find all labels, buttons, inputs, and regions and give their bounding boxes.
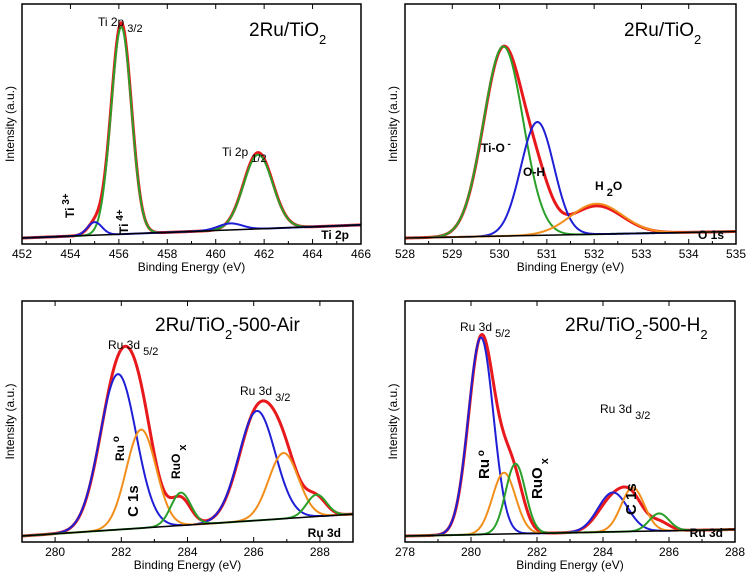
annotation-ru0: Ru o: [476, 450, 494, 479]
series-ti-o-line: [404, 45, 737, 239]
chart-panel-2: 528 529 530 531 532 533 534 535 Binding Energy (…: [386, 3, 746, 274]
x-tick-label: 284: [593, 545, 613, 559]
annotation-c1s: C 1s: [623, 483, 640, 515]
annotation-ru32: Ru 3d 5/2: [108, 338, 158, 358]
x-tick-label: 529: [442, 247, 462, 261]
background-line: [404, 528, 736, 537]
x-tick-label: 528: [395, 247, 415, 261]
y-axis-label: Intensity (a.u.): [386, 86, 400, 162]
annotation-ti2p12: Ti 2p 1/2: [222, 145, 267, 165]
x-tick-label: 534: [679, 247, 699, 261]
x-axis-label: Binding Energy (eV): [517, 260, 624, 274]
panel-title: 2Ru/TiO2: [249, 20, 326, 47]
background-line: [404, 230, 737, 239]
x-tick-label: 530: [490, 247, 510, 261]
y-axis-label: Intensity (a.u.): [386, 383, 400, 459]
series-envelope-line: [404, 44, 737, 240]
annotation-ru12: Ru 3d 3/2: [600, 402, 650, 422]
x-tick-label: 460: [206, 247, 226, 261]
corner-label: Ru 3d: [690, 526, 723, 540]
x-tick-label: 278: [395, 545, 415, 559]
y-axis-label: Intensity (a.u.): [3, 86, 17, 162]
corner-label: O 1s: [698, 228, 724, 242]
background-line: [21, 224, 362, 239]
chart-panel-3: 280 282 284 286 288 Binding Energy (eV) Intens…: [3, 300, 354, 572]
x-tick-label: 531: [537, 247, 557, 261]
annotation-ru0: Ru o: [111, 436, 128, 461]
annotation-ti2p32: Ti 2p 3/2: [98, 15, 143, 35]
x-tick-label: 456: [109, 247, 129, 261]
panel-title: 2Ru/TiO2: [624, 20, 701, 47]
corner-label: Ti 2p: [321, 228, 349, 242]
panel-title: 2Ru/TiO2-500-H2: [565, 315, 708, 342]
annotation-ti3: Ti 3+: [61, 193, 78, 218]
x-tick-label: 288: [725, 545, 745, 559]
corner-label: Ru 3d: [308, 526, 341, 540]
x-tick-label: 532: [584, 247, 604, 261]
series-envelope-line: [21, 21, 362, 240]
series-envelope-line: [404, 333, 736, 538]
x-tick-label: 284: [177, 545, 197, 559]
series-ti4--line: [21, 26, 362, 239]
x-axis-label: Binding Energy (eV): [138, 260, 245, 274]
annotation-ruox: RuO x: [169, 444, 189, 479]
x-tick-label: 464: [303, 247, 323, 261]
panel-title: 2Ru/TiO2-500-Air: [155, 315, 301, 342]
annotation-ru12: Ru 3d 3/2: [240, 384, 290, 404]
x-tick-label: 282: [111, 545, 131, 559]
x-tick-label: 286: [659, 545, 679, 559]
annotation-ru32: Ru 3d 5/2: [460, 320, 510, 340]
x-axis-label: Binding Energy (eV): [516, 558, 623, 572]
series-ruox-line: [404, 471, 736, 537]
chart-panel-1: 452 454 456 458 460 462 464 466 Binding Energy (…: [3, 3, 371, 274]
plot-frame: [404, 300, 736, 543]
annotation-ti4: Ti 4+: [115, 209, 132, 234]
series-c-1s-line: [404, 462, 736, 537]
x-tick-label: 452: [12, 247, 32, 261]
series-o-h-line: [404, 121, 737, 239]
series-ru0-line: [21, 373, 354, 537]
x-tick-label: 280: [45, 545, 65, 559]
x-tick-label: 280: [461, 545, 481, 559]
x-tick-label: 462: [254, 247, 274, 261]
background-line: [21, 513, 354, 537]
x-tick-label: 458: [157, 247, 177, 261]
series-ru0-line: [404, 336, 736, 537]
x-tick-label: 282: [527, 545, 547, 559]
annotation-ruox: RuO x: [529, 457, 551, 499]
x-tick-label: 286: [244, 545, 264, 559]
x-axis-label: Binding Energy (eV): [134, 558, 241, 572]
annotation-c1s: C 1s: [125, 485, 142, 517]
x-tick-label: 535: [726, 247, 746, 261]
y-axis-label: Intensity (a.u.): [3, 383, 17, 459]
x-tick-label: 454: [60, 247, 80, 261]
annotation-h2o: H 2O: [595, 179, 622, 199]
series-c-1s-line: [21, 491, 354, 537]
x-tick-label: 533: [631, 247, 651, 261]
x-tick-label: 466: [351, 247, 371, 261]
chart-panel-4: 278 280 282 284 286 288 Binding Energy (eV) Int…: [386, 300, 745, 572]
annotation-tio: Ti-O -: [481, 139, 511, 156]
x-tick-label: 288: [310, 545, 330, 559]
annotation-oh: O-H: [523, 165, 545, 179]
